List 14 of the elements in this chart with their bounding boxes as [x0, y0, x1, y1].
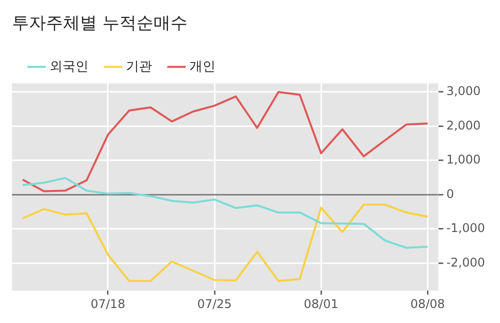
y-tick-label: -1,000: [446, 221, 486, 236]
x-tick-label: 08/08: [410, 296, 445, 311]
y-tick-label: 0: [446, 186, 454, 201]
y-tick-label: 2,000: [446, 118, 481, 132]
legend-label: 외국인: [50, 59, 88, 74]
legend-label: 기관: [126, 59, 152, 74]
chart-title: 투자주체별 누적순매수: [12, 14, 188, 34]
x-tick-label: 07/18: [90, 296, 126, 311]
legend-label: 개인: [190, 59, 216, 74]
x-tick-label: 08/01: [304, 296, 338, 311]
y-tick-label: 3,000: [446, 84, 481, 98]
x-tick-label: 07/25: [197, 296, 232, 311]
y-tick-label: 1,000: [446, 152, 481, 167]
y-tick-label: -2,000: [446, 255, 486, 270]
